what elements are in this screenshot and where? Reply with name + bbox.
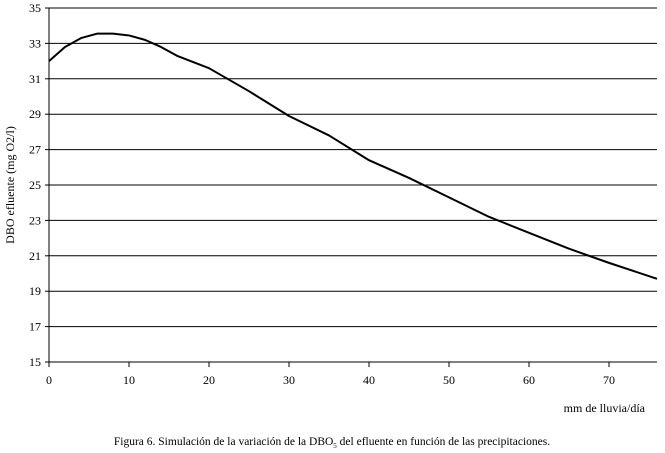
- y-tick-label: 23: [29, 213, 41, 227]
- y-tick-label: 27: [29, 143, 41, 157]
- x-tick-label: 40: [363, 373, 375, 387]
- y-tick-label: 29: [29, 107, 41, 121]
- x-tick-label: 20: [203, 373, 215, 387]
- y-tick-label: 15: [29, 355, 41, 369]
- x-tick-label: 0: [46, 373, 52, 387]
- caption-text: del efluente en función de las precipita…: [337, 436, 550, 448]
- x-tick-label: 10: [123, 373, 135, 387]
- x-tick-label: 50: [443, 373, 455, 387]
- caption: Figura 6. Simulación de la variación de …: [114, 436, 550, 450]
- caption-subscript: 5: [333, 442, 337, 450]
- line: [48, 32, 658, 280]
- y-tick-label: 25: [29, 178, 41, 192]
- x-axis-label: mm de lluvia/día: [564, 401, 646, 415]
- x-tick-label: 60: [523, 373, 535, 387]
- y-axis-label: DBO efluente (mg O2/l): [3, 126, 17, 244]
- y-tick-label: 17: [29, 320, 41, 334]
- caption-text: Figura 6. Simulación de la variación de …: [114, 436, 333, 448]
- y-tick-label: 19: [29, 284, 41, 298]
- y-tick-label: 33: [29, 36, 41, 50]
- y-tick-label: 31: [29, 72, 41, 86]
- y-tick-label: 21: [29, 249, 41, 263]
- x-tick-label: 30: [283, 373, 295, 387]
- x-tick-label: 70: [603, 373, 615, 387]
- y-tick-label: 35: [29, 1, 41, 15]
